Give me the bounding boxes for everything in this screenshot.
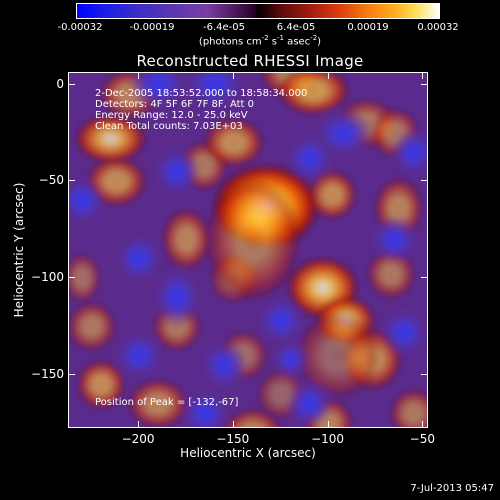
y-tick-mark xyxy=(421,180,428,182)
y-tick-mark xyxy=(421,277,428,279)
colorbar-tick: 0.00032 xyxy=(417,22,459,33)
emission-blob xyxy=(74,114,148,164)
y-tick-mark xyxy=(68,373,75,375)
x-tick-mark xyxy=(138,72,140,79)
emission-blob xyxy=(76,359,126,410)
negative-blob xyxy=(256,295,306,346)
y-tick-mark xyxy=(68,277,75,279)
emission-blob xyxy=(295,312,381,399)
x-axis-label: Heliocentric X (arcsec) xyxy=(180,446,316,460)
emission-blob xyxy=(203,117,265,168)
colorbar-tick: -0.00019 xyxy=(129,22,175,33)
negative-blob xyxy=(152,146,202,197)
y-axis-label: Heliocentric Y (arcsec) xyxy=(12,182,26,318)
x-tick-mark xyxy=(422,421,424,428)
x-tick-mark xyxy=(327,72,329,79)
negative-blob xyxy=(380,307,427,358)
emission-blob xyxy=(69,253,101,303)
emission-blob xyxy=(389,388,427,427)
y-tick-mark xyxy=(421,373,428,375)
negative-blob xyxy=(127,73,189,110)
colorbar-tick: -0.00032 xyxy=(57,22,103,33)
x-tick-mark xyxy=(327,421,329,428)
negative-blob xyxy=(285,133,334,183)
y-tick-mark xyxy=(421,83,428,85)
y-tick-label: −50 xyxy=(38,173,64,188)
y-tick-mark xyxy=(68,83,75,85)
negative-blob xyxy=(184,73,246,110)
x-tick-label: −100 xyxy=(311,432,345,446)
x-tick-label: −200 xyxy=(121,432,155,446)
energy-range: Energy Range: 12.0 - 25.0 keV xyxy=(95,110,248,121)
negative-blob xyxy=(272,340,309,378)
x-tick-mark xyxy=(232,72,234,79)
detectors: Detectors: 4F 5F 6F 7F 8F, Att 0 xyxy=(95,99,255,110)
heatmap xyxy=(69,73,427,427)
emission-blob xyxy=(204,177,302,302)
x-tick-mark xyxy=(232,421,234,428)
emission-blob xyxy=(69,301,116,352)
colorbar xyxy=(76,3,440,19)
y-tick-label: 0 xyxy=(56,76,64,91)
timestamp: 7-Jul-2013 05:47 xyxy=(410,483,494,494)
emission-blob xyxy=(162,208,211,271)
x-tick-label: −50 xyxy=(409,432,435,446)
chart-title: Reconstructed RHESSI Image xyxy=(136,52,364,70)
plot-area xyxy=(68,72,428,428)
emission-blob xyxy=(127,379,189,427)
negative-blob xyxy=(200,340,249,390)
x-tick-mark xyxy=(138,421,140,428)
time-range: 2-Dec-2005 18:53:52.000 to 18:58:34.000 xyxy=(95,88,308,99)
colorbar-tick: 6.4e-05 xyxy=(276,22,316,33)
clean-counts: Clean Total counts: 7.03E+03 xyxy=(95,121,243,132)
peak-position: Position of Peak = [-132,-67] xyxy=(95,397,239,408)
x-tick-mark xyxy=(422,72,424,79)
colorbar-unit: (photons cm-2 s-1 asec-2) xyxy=(198,34,322,48)
y-tick-label: −150 xyxy=(31,366,64,381)
colorbar-tick: 0.00019 xyxy=(347,22,389,33)
negative-blob xyxy=(152,266,202,329)
negative-blob xyxy=(181,388,230,427)
emission-blob xyxy=(277,73,350,116)
negative-blob xyxy=(114,330,164,381)
y-tick-label: −100 xyxy=(31,270,64,285)
x-tick-label: −150 xyxy=(216,432,250,446)
colorbar-tick: -6.4e-05 xyxy=(203,22,245,33)
negative-blob xyxy=(370,214,420,265)
negative-blob xyxy=(114,233,164,284)
y-tick-mark xyxy=(68,180,75,182)
negative-blob xyxy=(389,127,427,178)
negative-blob xyxy=(69,175,107,226)
negative-blob xyxy=(285,379,334,427)
emission-blob xyxy=(308,170,357,220)
